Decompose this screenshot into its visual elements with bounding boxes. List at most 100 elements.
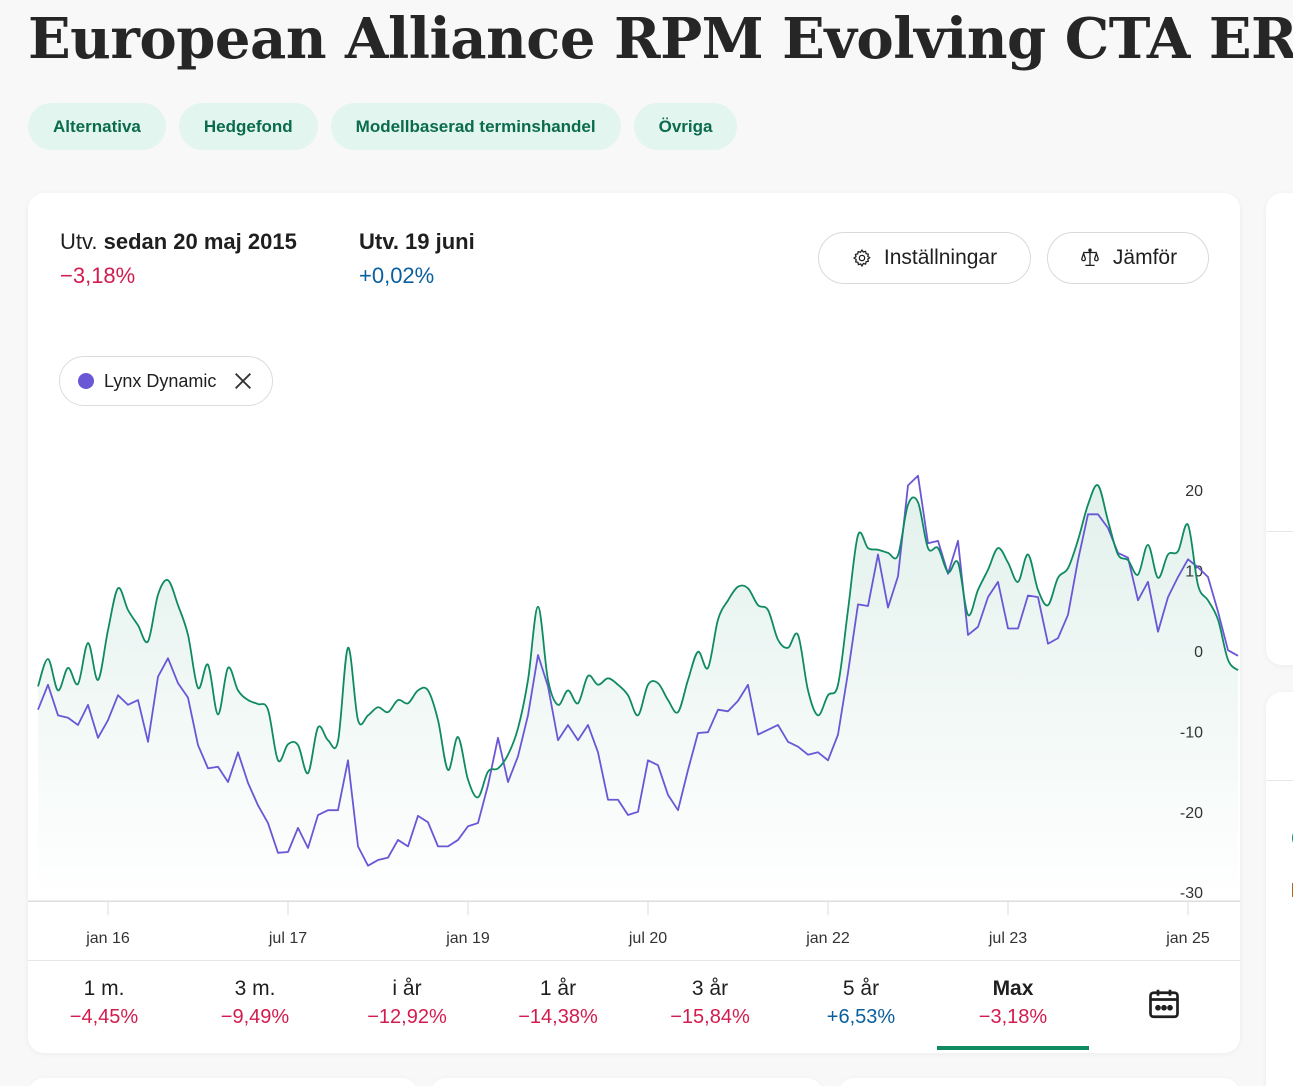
lynx-data-point <box>86 703 90 707</box>
lynx-data-point <box>716 708 720 712</box>
fund-data-point <box>96 678 100 682</box>
fund-data-point <box>1186 523 1190 527</box>
fund-data-point <box>666 698 670 702</box>
period-3y[interactable]: 3 år −15,84% <box>634 977 786 1029</box>
side-card-top <box>1266 193 1293 665</box>
lynx-data-point <box>276 851 280 855</box>
lynx-data-point <box>406 844 410 848</box>
fund-data-point <box>116 586 120 590</box>
period-max[interactable]: Max −3,18% <box>937 977 1089 1050</box>
lynx-data-point <box>466 824 470 828</box>
fund-data-point <box>776 638 780 642</box>
fund-data-point <box>356 718 360 722</box>
lynx-data-point <box>866 604 870 608</box>
period-3m[interactable]: 3 m. −9,49% <box>179 977 331 1029</box>
fund-data-point <box>1016 580 1020 584</box>
performance-chart: jan 16 jul 17 jan 19 jul 20 jan 22 jul 23 jan … <box>28 474 1240 947</box>
fund-data-point <box>1056 576 1060 580</box>
x-tick-label: jan 16 <box>85 930 130 947</box>
lynx-data-point <box>166 656 170 660</box>
fund-data-point <box>726 598 730 602</box>
fund-data-point <box>146 639 150 643</box>
fund-data-point <box>996 546 1000 550</box>
lynx-data-point <box>1156 630 1160 634</box>
lynx-data-point <box>616 798 620 802</box>
period-5y[interactable]: 5 år +6,53% <box>785 977 937 1029</box>
fund-data-point <box>156 593 160 597</box>
fund-data-point <box>1166 553 1170 557</box>
fund-data-point <box>676 710 680 714</box>
lynx-data-point <box>536 653 540 657</box>
side-card-middle <box>1266 692 1293 1086</box>
fund-data-point <box>366 713 370 717</box>
lynx-data-point <box>306 846 310 850</box>
lynx-data-point <box>1196 565 1200 569</box>
tag-ovriga[interactable]: Övriga <box>633 103 738 150</box>
lynx-data-point <box>236 750 240 754</box>
compare-chip-lynx-dynamic: Lynx Dynamic <box>59 356 274 406</box>
lynx-data-point <box>1116 551 1120 555</box>
lynx-data-point <box>576 738 580 742</box>
fund-data-point <box>1206 598 1210 602</box>
lynx-data-point <box>56 713 60 717</box>
lynx-data-point <box>1096 512 1100 516</box>
fund-data-point <box>586 674 590 678</box>
close-icon[interactable] <box>232 370 254 392</box>
fund-data-point <box>746 586 750 590</box>
tag-modellbaserad-terminshandel[interactable]: Modellbaserad terminshandel <box>330 103 621 150</box>
lynx-data-point <box>346 758 350 762</box>
lynx-data-point <box>546 684 550 688</box>
fund-data-point <box>276 758 280 762</box>
lynx-data-point <box>366 864 370 868</box>
compare-button[interactable]: Jämför <box>1047 232 1209 284</box>
period-value: +6,53% <box>826 1006 896 1028</box>
lynx-data-point <box>336 808 340 812</box>
lynx-data-point <box>206 766 210 770</box>
fund-data-point <box>1156 576 1160 580</box>
fund-data-point <box>446 768 450 772</box>
lynx-data-point <box>516 754 520 758</box>
lynx-data-point <box>376 858 380 862</box>
lynx-data-point <box>726 709 730 713</box>
fund-data-point <box>596 683 600 687</box>
lynx-data-point <box>876 553 880 557</box>
fund-data-point <box>906 503 910 507</box>
lynx-data-point <box>796 745 800 749</box>
fund-data-point <box>126 608 130 612</box>
period-value: −12,92% <box>367 1006 447 1028</box>
fund-data-point <box>456 735 460 739</box>
lynx-data-point <box>1016 626 1020 630</box>
lynx-data-point <box>906 483 910 487</box>
lynx-data-point <box>326 808 330 812</box>
lynx-data-point <box>696 731 700 735</box>
fund-data-point <box>66 666 70 670</box>
lynx-data-point <box>1006 626 1010 630</box>
lynx-data-point <box>76 723 80 727</box>
performance-chart-card: Utv. sedan 20 maj 2015 −3,18% Utv. 19 ju… <box>28 193 1240 1053</box>
period-value: −9,49% <box>220 1006 290 1028</box>
lynx-data-point <box>496 736 500 740</box>
calendar-icon[interactable] <box>1146 986 1182 1022</box>
tag-alternativa[interactable]: Alternativa <box>28 103 166 150</box>
lynx-data-point <box>1226 648 1230 652</box>
settings-button[interactable]: Inställningar <box>818 232 1031 284</box>
lynx-data-point <box>846 671 850 675</box>
fund-data-point <box>266 708 270 712</box>
period-1y[interactable]: 1 år −14,38% <box>482 977 634 1029</box>
fund-data-point <box>736 585 740 589</box>
period-ytd[interactable]: i år −12,92% <box>331 977 483 1029</box>
fund-data-point <box>816 713 820 717</box>
lynx-data-point <box>316 813 320 817</box>
lynx-data-point <box>856 602 860 606</box>
lynx-data-point <box>816 750 820 754</box>
lynx-data-point <box>676 808 680 812</box>
fund-data-point <box>316 725 320 729</box>
lynx-data-point <box>1236 654 1240 658</box>
period-1m[interactable]: 1 m. −4,45% <box>28 977 180 1029</box>
lynx-data-point <box>1136 598 1140 602</box>
lynx-data-point <box>156 675 160 679</box>
lynx-data-point <box>596 750 600 754</box>
tag-hedgefond[interactable]: Hedgefond <box>178 103 318 150</box>
fund-data-point <box>326 738 330 742</box>
fund-data-point <box>786 646 790 650</box>
